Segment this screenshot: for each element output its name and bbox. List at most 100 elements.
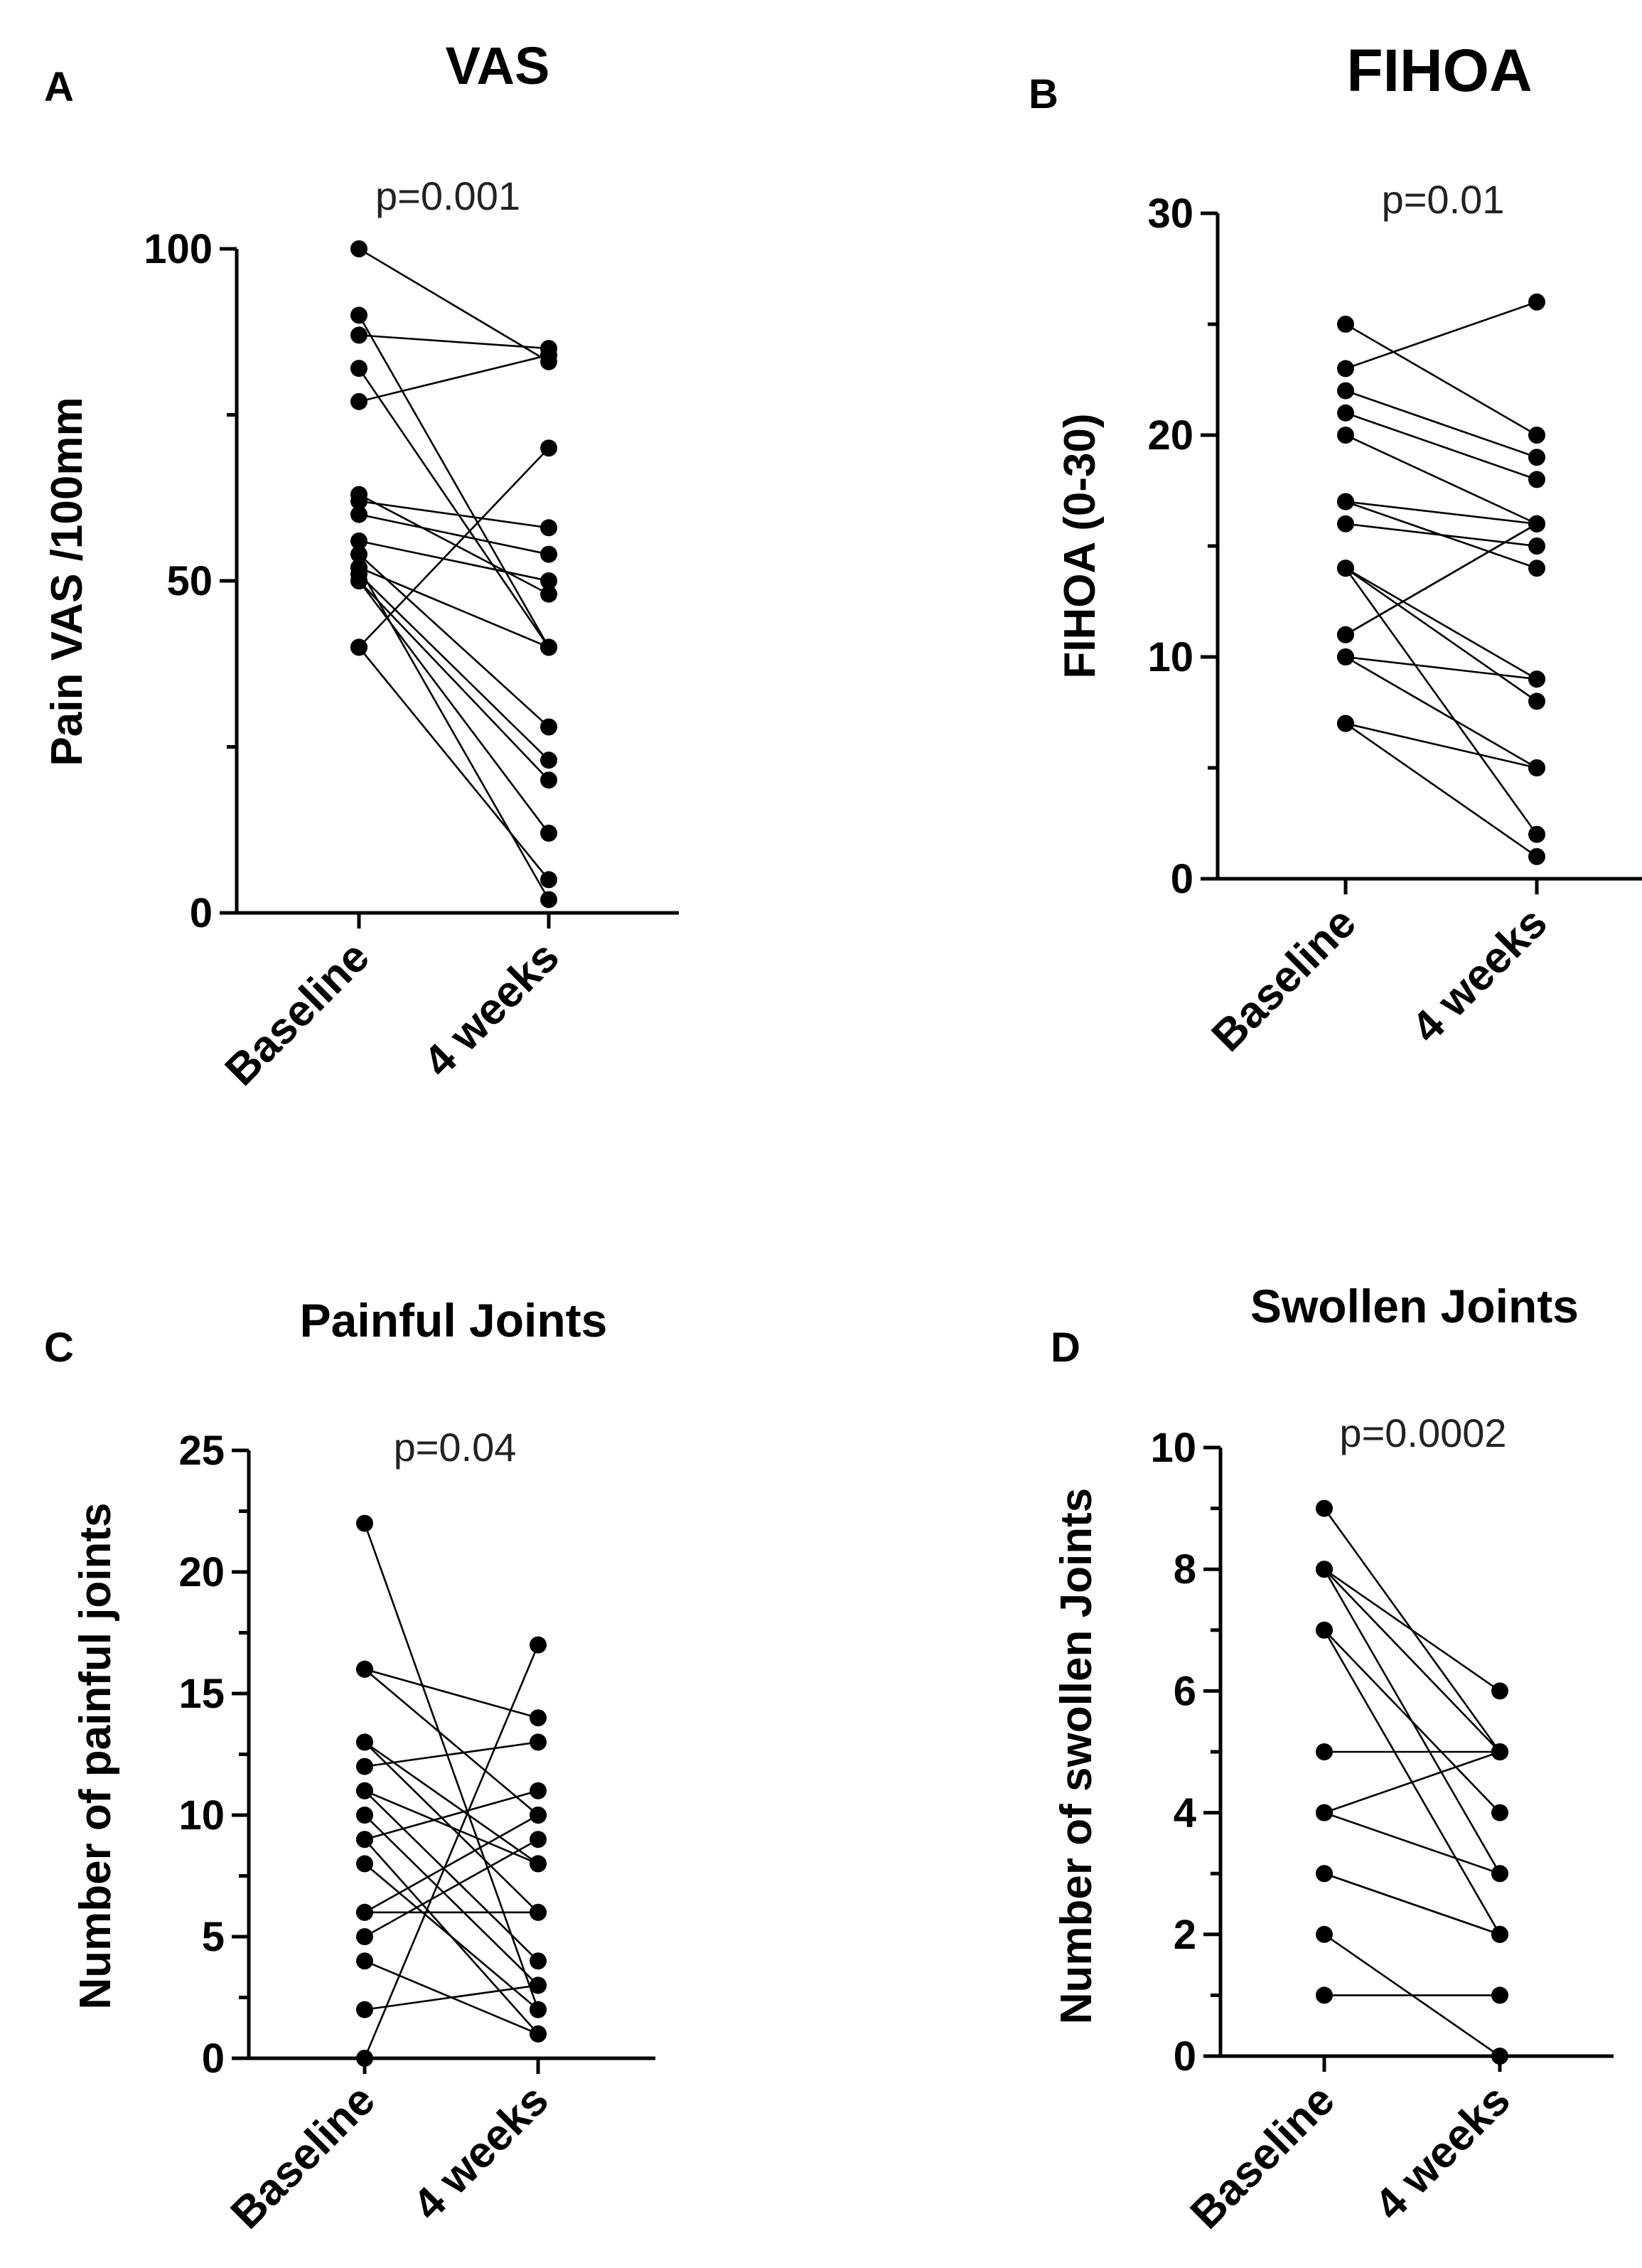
data-point-4-weeks xyxy=(540,771,557,789)
data-point-baseline xyxy=(350,545,367,563)
paired-line xyxy=(1345,523,1538,636)
y-tick-label: 20 xyxy=(178,1549,225,1595)
data-point-4-weeks xyxy=(530,1855,547,1873)
data-point-baseline xyxy=(356,2050,373,2067)
paired-line xyxy=(1345,390,1538,459)
data-point-4-weeks xyxy=(1528,471,1545,488)
data-point-4-weeks xyxy=(1491,1682,1508,1700)
paired-line xyxy=(364,1741,539,1767)
data-point-baseline xyxy=(356,1514,373,1532)
y-axis-label: Number of painful joints xyxy=(71,1503,120,2010)
paired-line xyxy=(1344,567,1538,835)
chart-title: Painful Joints xyxy=(300,1294,608,1347)
y-tick-label: 8 xyxy=(1174,1546,1196,1593)
data-point-4-weeks xyxy=(530,1903,547,1921)
data-point-4-weeks xyxy=(1528,825,1545,843)
data-point-4-weeks xyxy=(540,545,557,563)
paired-line xyxy=(358,447,549,648)
paired-line xyxy=(1324,1568,1501,1692)
data-point-baseline xyxy=(350,306,367,324)
paired-line xyxy=(1345,567,1538,702)
y-tick-label: 4 xyxy=(1174,1790,1196,1836)
paired-line xyxy=(1345,412,1538,481)
paired-line xyxy=(358,646,550,881)
paired-line xyxy=(1324,1872,1501,1936)
data-point-baseline xyxy=(350,392,367,410)
y-axis-label: FIHOA (0-30) xyxy=(1056,413,1105,678)
paired-line xyxy=(1345,434,1538,525)
paired-line xyxy=(1345,301,1538,370)
data-point-baseline xyxy=(356,1733,373,1751)
data-point-4-weeks xyxy=(1528,847,1545,865)
data-point-baseline xyxy=(350,559,367,577)
paired-line xyxy=(358,513,549,555)
data-point-4-weeks xyxy=(540,519,557,537)
data-point-4-weeks xyxy=(1528,515,1545,533)
data-point-4-weeks xyxy=(1528,692,1545,710)
paired-line xyxy=(1324,1750,1501,1814)
panel-c: C Painful Joints p=0.04 0 5 10 15 20 25 Baseline 4… xyxy=(44,1294,655,2238)
data-point-baseline xyxy=(356,1831,373,1849)
paired-line xyxy=(364,1790,539,1841)
y-tick-label: 5 xyxy=(202,1914,225,1960)
data-point-4-weeks xyxy=(1528,537,1545,555)
paired-line xyxy=(358,567,549,648)
y-axis-label: Number of swollen Joints xyxy=(1052,1488,1101,2024)
paired-line xyxy=(1345,722,1538,857)
data-point-baseline xyxy=(1337,560,1354,577)
x-category-label: 4 weeks xyxy=(1365,2075,1520,2230)
data-point-4-weeks xyxy=(530,1977,547,1994)
data-point-4-weeks xyxy=(540,751,557,769)
data-point-4-weeks xyxy=(1491,1865,1508,1883)
data-point-4-weeks xyxy=(1491,1743,1508,1760)
y-tick-label: 0 xyxy=(202,2036,225,2082)
paired-line xyxy=(1345,523,1538,547)
data-point-4-weeks xyxy=(530,1733,547,1751)
y-tick-label: 30 xyxy=(1147,191,1193,237)
paired-line xyxy=(358,567,550,900)
data-point-baseline xyxy=(1337,316,1354,333)
data-point-4-weeks xyxy=(540,585,557,603)
paired-line xyxy=(1324,1629,1501,1814)
data-point-baseline xyxy=(1337,382,1354,400)
data-point-baseline xyxy=(1337,715,1354,732)
y-tick-label: 20 xyxy=(1147,412,1193,459)
paired-line xyxy=(1345,656,1538,680)
data-point-4-weeks xyxy=(540,891,557,909)
data-point-baseline xyxy=(1316,1804,1333,1822)
data-point-baseline xyxy=(1316,1561,1333,1578)
data-point-4-weeks xyxy=(1528,293,1545,311)
chart-title: VAS xyxy=(446,36,550,95)
x-category-label: Baseline xyxy=(222,2075,385,2238)
x-category-label: 4 weeks xyxy=(404,2075,558,2230)
y-tick-label: 2 xyxy=(1174,1912,1196,1958)
x-category-label: 4 weeks xyxy=(1402,898,1557,1052)
data-point-baseline xyxy=(1316,1986,1333,2004)
paired-line xyxy=(1345,656,1538,769)
paired-line xyxy=(358,493,549,595)
y-tick-label: 10 xyxy=(178,1792,225,1839)
data-point-baseline xyxy=(350,506,367,523)
data-point-baseline xyxy=(350,492,367,510)
paired-line xyxy=(1345,567,1538,680)
data-point-4-weeks xyxy=(1528,427,1545,444)
chart-title: Swollen Joints xyxy=(1250,1280,1579,1332)
data-point-4-weeks xyxy=(530,1952,547,1970)
data-point-4-weeks xyxy=(1491,1986,1508,2004)
paired-line xyxy=(364,1839,539,1938)
paired-line xyxy=(364,1790,539,1962)
data-point-4-weeks xyxy=(540,439,557,457)
x-category-label: Baseline xyxy=(1181,2075,1344,2238)
paired-line xyxy=(358,334,549,350)
data-point-4-weeks xyxy=(530,1807,547,1824)
data-point-4-weeks xyxy=(530,1782,547,1799)
data-point-baseline xyxy=(1337,404,1354,422)
data-point-4-weeks xyxy=(530,1709,547,1727)
paired-line xyxy=(358,580,549,781)
data-point-4-weeks xyxy=(530,1831,547,1849)
paired-line xyxy=(364,1863,539,2011)
data-point-baseline xyxy=(1316,1865,1333,1883)
paired-line xyxy=(1345,722,1538,769)
data-point-4-weeks xyxy=(1491,2048,1508,2065)
